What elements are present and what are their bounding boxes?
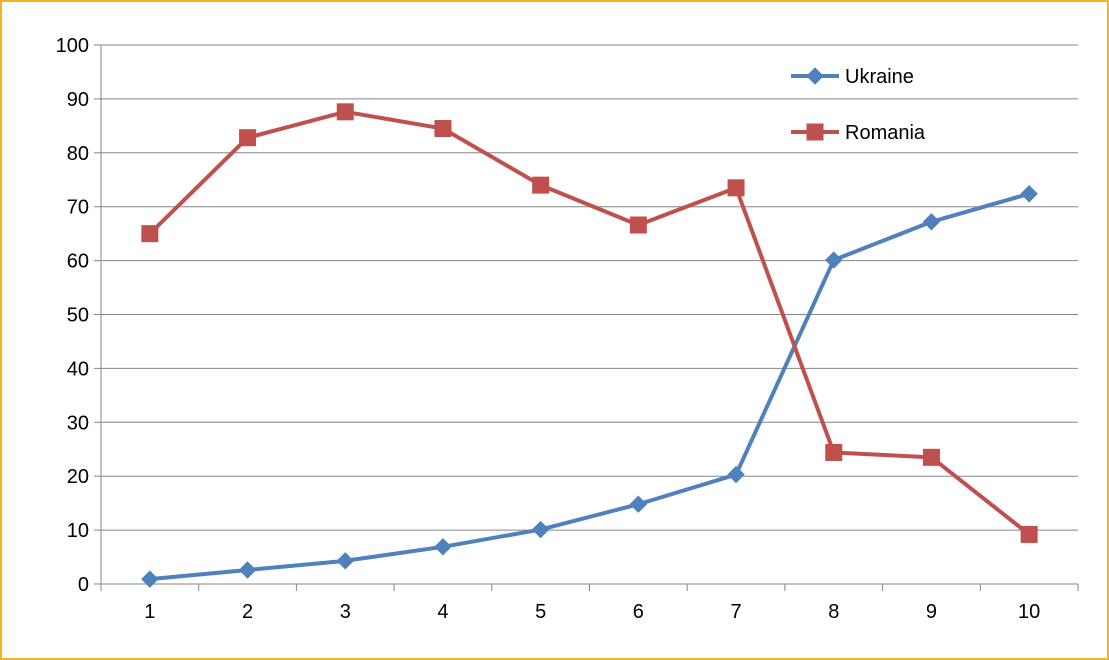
data-point-romania <box>629 216 647 234</box>
legend-label: Ukraine <box>845 66 914 88</box>
data-point-ukraine <box>922 213 941 231</box>
y-tick-label: 60 <box>67 251 89 273</box>
y-tick-label: 40 <box>67 358 89 380</box>
data-point-ukraine <box>141 570 159 588</box>
y-tick-label: 10 <box>67 520 89 542</box>
gridlines <box>101 44 1078 531</box>
legend-item-ukraine: Ukraine <box>791 66 914 88</box>
x-tick-label: 9 <box>926 601 937 623</box>
series-line-romania <box>147 109 1032 537</box>
series-line-ukraine <box>147 191 1032 582</box>
data-point-ukraine <box>336 552 354 570</box>
y-tick-label: 70 <box>67 197 89 219</box>
data-point-romania <box>532 176 550 194</box>
x-tick-label: 10 <box>1018 601 1040 623</box>
x-tick-label: 8 <box>828 601 839 623</box>
y-tick-label: 100 <box>56 35 89 57</box>
y-tick-label: 50 <box>67 305 89 327</box>
legend-item-romania: Romania <box>791 122 926 144</box>
y-tick-label: 0 <box>78 574 89 596</box>
x-tick-label: 4 <box>437 601 448 623</box>
data-point-ukraine <box>1020 185 1038 203</box>
y-tick-label: 30 <box>67 412 89 434</box>
y-tick-label: 90 <box>67 89 89 111</box>
data-point-ukraine <box>531 520 550 539</box>
data-point-romania <box>922 448 940 466</box>
legend: Ukraine Romania <box>791 66 926 144</box>
x-tick-label: 2 <box>242 601 253 623</box>
y-axis-ticks: 0 10 20 30 40 50 60 70 80 90 100 <box>56 35 101 596</box>
legend-swatch-marker <box>806 123 824 141</box>
data-point-ukraine <box>434 538 452 556</box>
data-point-ukraine <box>629 495 648 513</box>
legend-label: Romania <box>845 122 926 144</box>
legend-swatch-marker <box>806 67 824 85</box>
data-point-romania <box>825 443 843 461</box>
data-point-ukraine <box>727 465 745 484</box>
data-point-romania <box>727 179 745 197</box>
axes <box>100 45 1078 591</box>
data-point-romania <box>336 103 354 121</box>
x-tick-label: 6 <box>633 601 644 623</box>
data-point-romania <box>141 225 159 243</box>
x-tick-label: 3 <box>340 601 351 623</box>
y-tick-label: 20 <box>67 466 89 488</box>
x-axis-ticks: 1 2 3 4 5 6 7 8 9 10 <box>100 584 1079 623</box>
data-point-romania <box>434 120 452 138</box>
series-romania <box>141 103 1038 543</box>
series <box>141 103 1038 588</box>
data-point-ukraine <box>238 561 257 579</box>
data-point-ukraine <box>825 251 843 269</box>
series-ukraine <box>141 185 1038 588</box>
x-tick-label: 1 <box>144 601 155 623</box>
data-point-romania <box>239 129 257 147</box>
x-tick-label: 7 <box>730 601 741 623</box>
x-tick-label: 5 <box>535 601 546 623</box>
y-tick-label: 80 <box>67 143 89 165</box>
data-point-romania <box>1020 525 1038 543</box>
